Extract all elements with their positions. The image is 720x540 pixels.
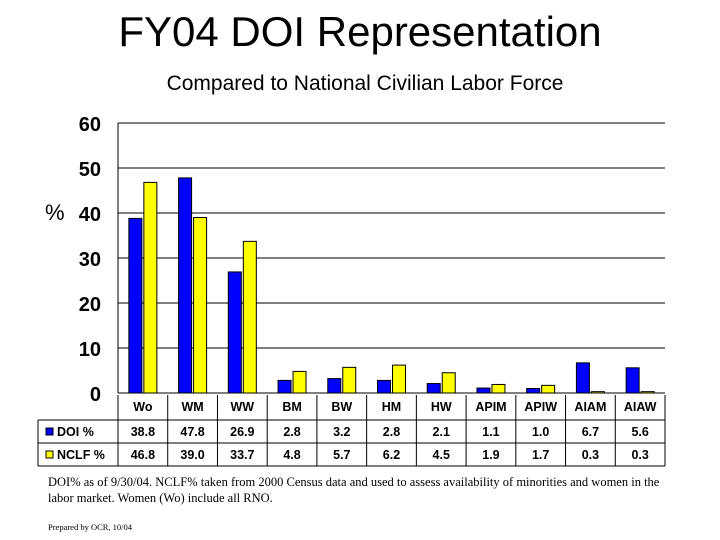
bar-nclf [590,391,605,394]
y-tick-label: 20 [79,294,101,316]
x-tick-label: WM [181,400,203,414]
x-tick-label: BM [282,400,301,414]
bar-nclf [342,366,357,394]
data-label: 5.7 [333,448,350,462]
footnote: DOI% as of 9/30/04. NCLF% taken from 200… [48,475,660,505]
x-tick-label: HM [382,400,401,414]
data-label: 2.8 [283,425,300,439]
bar-chart: 0 10 20 30 40 50 60 Wo WM WW BM BW HM HW APIM APIW AIAM A… [37,114,666,467]
x-tick-label: WW [231,400,255,414]
data-label: 2.8 [383,425,400,439]
data-label: 38.8 [131,425,155,439]
legend-key-nclf [45,450,54,459]
data-label: 46.8 [131,448,155,462]
bar-doi [277,379,292,394]
bar-nclf [392,364,406,394]
x-tick-label: HW [431,400,452,414]
y-tick-label: 0 [90,384,101,406]
bar-doi [227,271,242,394]
data-label: 33.7 [230,448,254,462]
bar-nclf [541,384,556,394]
bar-doi [178,177,193,394]
chart-title: FY04 DOI Representation [118,8,602,55]
legend-key-doi [45,427,54,436]
data-label: 1.7 [532,448,549,462]
bar-nclf [441,372,456,394]
bar-nclf [491,383,506,394]
x-tick-label: AIAM [574,400,606,414]
data-label: 6.7 [582,425,599,439]
legend-label: NCLF % [57,448,105,462]
data-label: 6.2 [383,448,400,462]
y-tick-label: 40 [79,204,101,226]
data-label: 0.3 [631,448,648,462]
bar-nclf [292,370,307,394]
bar-nclf [640,391,655,394]
data-label: 3.2 [333,425,350,439]
data-label: 1.1 [482,425,499,439]
y-tick-label: 10 [79,339,101,361]
x-tick-label: APIW [524,400,557,414]
data-label: 1.0 [532,425,549,439]
x-tick-label: APIM [475,400,506,414]
bar-doi [377,379,391,394]
bar-nclf [193,217,208,394]
y-tick-label: 50 [79,159,101,181]
bar-doi [327,378,342,394]
data-label: 39.0 [180,448,204,462]
data-label: 4.8 [283,448,300,462]
data-label: 26.9 [230,425,254,439]
bar-doi [128,217,143,394]
bar-doi [526,388,541,394]
y-axis-label: % [45,200,65,225]
prepared-by-note: Prepared by OCR, 10/04 [48,522,133,532]
x-tick-label: AIAW [624,400,657,414]
x-tick-label: Wo [133,400,153,414]
chart-subtitle: Compared to National Civilian Labor Forc… [166,72,564,95]
bar-nclf [143,181,158,394]
legend-label: DOI % [57,425,94,439]
y-tick-label: 30 [79,249,101,271]
bar-doi [476,387,491,394]
data-label: 0.3 [582,448,599,462]
y-tick-label: 60 [79,114,101,136]
bar-doi [426,383,441,394]
bar-doi [625,367,640,394]
data-label: 4.5 [433,448,450,462]
data-label: 1.9 [482,448,499,462]
data-label: 2.1 [433,425,450,439]
data-label: 5.6 [631,425,648,439]
bar-doi [575,362,590,394]
data-label: 47.8 [180,425,204,439]
bar-nclf [242,240,257,394]
x-tick-label: BW [331,400,352,414]
